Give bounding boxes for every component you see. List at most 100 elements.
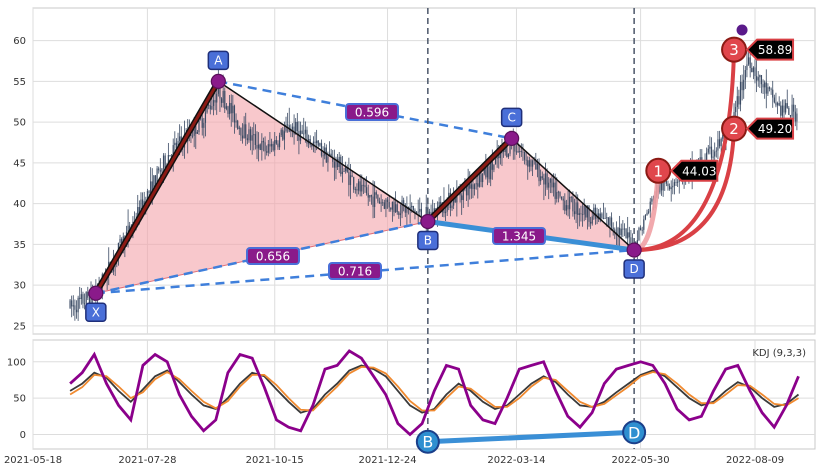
candle-body <box>222 91 224 103</box>
candle <box>366 176 368 196</box>
candle <box>83 293 86 310</box>
candle <box>378 197 381 204</box>
x-tick-label: 2021-07-28 <box>118 455 176 466</box>
candle <box>580 205 582 222</box>
candle-body <box>607 217 609 226</box>
candle <box>232 95 234 123</box>
candle <box>419 197 421 217</box>
kdj-divergence-label: D <box>628 423 640 442</box>
candle-body <box>85 291 87 304</box>
candle <box>741 74 743 101</box>
candle <box>330 148 332 158</box>
candle-body <box>317 140 319 146</box>
candle-body <box>264 142 266 152</box>
candle-body <box>378 201 381 204</box>
candle-body <box>546 173 548 188</box>
candle-body <box>153 175 155 195</box>
kdj-line-1 <box>69 365 799 412</box>
candle <box>285 116 287 133</box>
candle-body <box>225 106 227 109</box>
candle <box>525 152 527 166</box>
point-marker-a <box>210 73 226 89</box>
candle-body <box>224 91 226 109</box>
target-number: 3 <box>729 41 739 59</box>
candle <box>390 207 392 212</box>
candle-body <box>788 107 790 115</box>
candle-body <box>599 213 601 220</box>
y-tick-label: 0 <box>20 430 26 441</box>
candle <box>380 194 382 212</box>
candle <box>604 207 606 219</box>
candle <box>301 124 303 135</box>
candle <box>262 137 265 152</box>
leg-bc <box>426 136 514 224</box>
candle <box>573 198 576 220</box>
candle-body <box>736 96 738 107</box>
candle-body <box>573 211 576 215</box>
candle-body <box>783 105 785 113</box>
candle-body <box>246 138 248 141</box>
candle <box>230 94 232 127</box>
candle-body <box>757 77 759 81</box>
candle-body <box>722 134 724 139</box>
candle <box>246 134 248 145</box>
candle-body <box>583 205 585 215</box>
candle <box>314 132 316 154</box>
candle-body <box>641 229 643 231</box>
candle <box>567 191 569 217</box>
candle <box>69 298 71 309</box>
candle <box>585 205 587 221</box>
candle <box>667 180 669 191</box>
candle-body <box>623 228 626 230</box>
candle-body <box>543 178 545 185</box>
candle-body <box>401 200 403 214</box>
candle <box>399 204 402 227</box>
candle <box>385 197 387 218</box>
candle-body <box>79 297 81 300</box>
candle <box>74 299 76 321</box>
candle-body <box>75 309 78 313</box>
candle-body <box>314 141 316 144</box>
candle-body <box>87 291 89 298</box>
candle <box>602 202 605 220</box>
candle-body <box>707 148 709 153</box>
candle-body <box>386 199 389 202</box>
candle <box>220 97 223 108</box>
candle-body <box>509 140 511 154</box>
candle <box>756 60 758 93</box>
candle <box>324 142 326 160</box>
candle-body <box>346 166 348 173</box>
candle <box>668 183 671 191</box>
candle <box>248 122 250 143</box>
candle-body <box>536 163 539 170</box>
candle-body <box>606 217 608 219</box>
candle-body <box>461 195 463 201</box>
x-tick-label: 2022-08-09 <box>726 455 784 466</box>
candle <box>372 180 374 219</box>
candle-body <box>367 193 369 198</box>
candle-body <box>150 181 152 194</box>
candle <box>320 139 323 158</box>
y-tick-label: 40 <box>13 199 26 210</box>
candle-body <box>419 208 421 212</box>
target-value: 44.03 <box>682 164 716 178</box>
candle-body <box>760 75 763 85</box>
target-value: 49.20 <box>758 122 792 136</box>
candle-body <box>453 195 455 206</box>
candle-body <box>420 208 422 217</box>
candle <box>196 130 198 134</box>
candle-body <box>591 216 593 224</box>
kdj-legend: KDJ (9,3,3) <box>752 348 806 359</box>
candle-body <box>533 159 535 161</box>
ratio-label: 0.656 <box>256 250 290 264</box>
candle <box>161 168 163 174</box>
candle <box>270 138 273 153</box>
candle <box>717 131 719 159</box>
candle-body <box>335 158 337 168</box>
kdj-line-0 <box>69 364 800 414</box>
candle-body <box>388 201 390 208</box>
candle <box>396 201 398 215</box>
candle-body <box>448 192 450 201</box>
candle-body <box>404 204 406 213</box>
kdj-divergence-line <box>425 429 637 445</box>
